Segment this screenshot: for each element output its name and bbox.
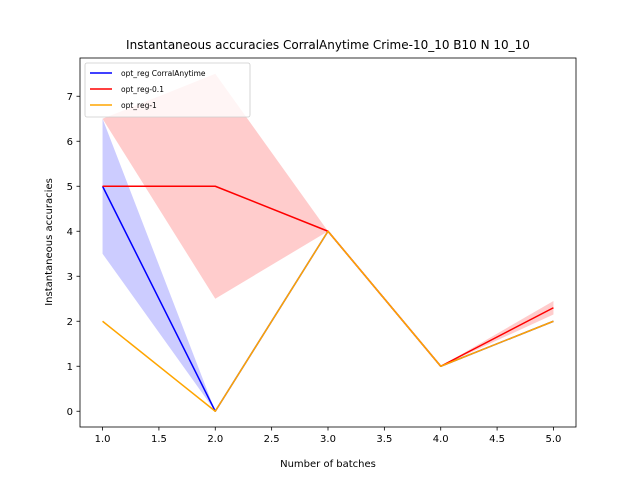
legend-label: opt_reg-0.1 — [121, 85, 164, 94]
x-tick-label: 3.5 — [376, 434, 392, 445]
y-tick-label: 3 — [67, 272, 73, 283]
y-axis-ticks: 0 1 2 3 4 5 6 7 — [67, 92, 80, 418]
x-tick-label: 1.5 — [151, 434, 167, 445]
x-axis-ticks: 1.0 1.5 2.0 2.5 3.0 3.5 4.0 4.5 5.0 — [95, 427, 562, 445]
legend-label: opt_reg-1 — [121, 101, 157, 110]
x-tick-label: 3.0 — [320, 434, 336, 445]
x-tick-label: 4.0 — [433, 434, 449, 445]
y-axis-label: Instantaneous accuracies — [44, 178, 55, 306]
confidence-bands — [102, 73, 554, 412]
x-axis-label: Number of batches — [280, 459, 376, 470]
legend: opt_reg CorralAnytime opt_reg-0.1 opt_reg-… — [84, 62, 251, 118]
y-tick-label: 7 — [67, 92, 73, 103]
x-tick-label: 2.0 — [207, 434, 223, 445]
y-tick-label: 6 — [67, 137, 73, 148]
y-tick-label: 5 — [67, 182, 73, 193]
legend-box — [84, 62, 251, 118]
y-tick-label: 0 — [67, 407, 73, 418]
y-tick-label: 4 — [67, 227, 73, 238]
y-tick-label: 2 — [67, 317, 73, 328]
x-tick-label: 1.0 — [95, 434, 111, 445]
series-lines — [101, 185, 554, 412]
x-tick-label: 5.0 — [546, 434, 562, 445]
band-series-2 — [102, 73, 554, 367]
y-tick-label: 1 — [67, 362, 73, 373]
line-series-3 — [102, 230, 554, 412]
x-tick-label: 2.5 — [264, 434, 280, 445]
legend-label: opt_reg CorralAnytime — [121, 69, 206, 78]
x-tick-label: 4.5 — [489, 434, 505, 445]
chart-title: Instantaneous accuracies CorralAnytime C… — [126, 38, 530, 52]
